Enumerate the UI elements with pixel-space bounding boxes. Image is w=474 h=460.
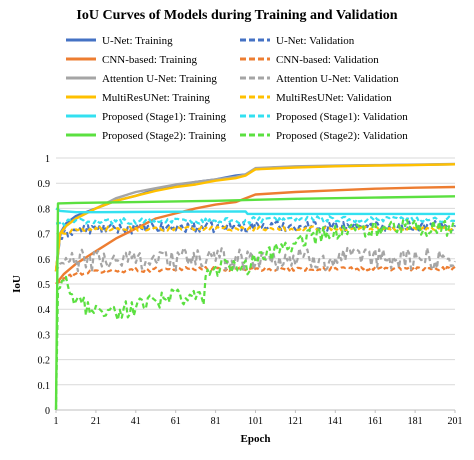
x-tick-label: 201: [448, 416, 463, 427]
y-tick-label: 0.2: [38, 356, 51, 367]
y-tick-label: 1: [45, 154, 50, 165]
y-tick-label: 0.9: [38, 179, 51, 190]
series-line-11: [54, 195, 456, 411]
x-tick-label: 1: [54, 416, 59, 427]
series-line-10: [55, 215, 456, 227]
legend-label: CNN-based: Training: [102, 54, 198, 66]
x-tick-label: 41: [131, 416, 141, 427]
legend-label: Proposed (Stage1): Validation: [276, 111, 408, 123]
legend-label: U-Net: Training: [102, 35, 173, 47]
legend-label: CNN-based: Validation: [276, 54, 379, 66]
y-tick-label: 0.1: [38, 381, 51, 392]
y-tick-label: 0: [45, 406, 50, 417]
x-tick-label: 161: [368, 416, 383, 427]
x-tick-label: 101: [248, 416, 263, 427]
plot-area: [54, 162, 456, 411]
series-line-9: [55, 207, 455, 216]
y-tick-label: 0.4: [38, 305, 51, 316]
x-tick-label: 61: [171, 416, 181, 427]
legend-label: MultiResUNet: Training: [102, 92, 210, 104]
x-tick-label: 121: [288, 416, 303, 427]
legend-label: U-Net: Validation: [276, 35, 355, 47]
y-tick-label: 0.6: [38, 255, 51, 266]
axes: 00.10.20.30.40.50.60.70.80.911 21 41 61 81 10…: [11, 154, 463, 445]
y-axis-label: IoU: [11, 275, 23, 293]
y-tick-label: 0.3: [38, 330, 51, 341]
y-tick-label: 0.7: [38, 230, 51, 241]
x-tick-label: 181: [408, 416, 423, 427]
x-tick-label: 141: [328, 416, 343, 427]
series-line-7: [54, 163, 456, 272]
legend-label: MultiResUNet: Validation: [276, 92, 392, 104]
series-line-8: [54, 225, 456, 272]
legend-label: Proposed (Stage1): Training: [102, 111, 227, 123]
series-line-4: [55, 265, 456, 285]
grid: [56, 157, 455, 386]
chart-title: IoU Curves of Models during Training and…: [76, 8, 398, 23]
y-tick-label: 0.8: [38, 204, 51, 215]
series-line-3: [55, 185, 456, 285]
legend-label: Proposed (Stage2): Validation: [276, 130, 408, 142]
y-tick-label: 0.5: [38, 280, 51, 291]
x-tick-label: 21: [91, 416, 101, 427]
legend: U-Net: Training U-Net: Validation CNN-base…: [66, 35, 408, 142]
x-axis-label: Epoch: [241, 433, 271, 445]
series-line-12: [54, 218, 456, 411]
series-line-6: [55, 246, 456, 273]
x-tick-label: 81: [211, 416, 221, 427]
legend-label: Proposed (Stage2): Training: [102, 130, 227, 142]
legend-label: Attention U-Net: Validation: [276, 73, 399, 85]
legend-label: Attention U-Net: Training: [102, 73, 217, 85]
